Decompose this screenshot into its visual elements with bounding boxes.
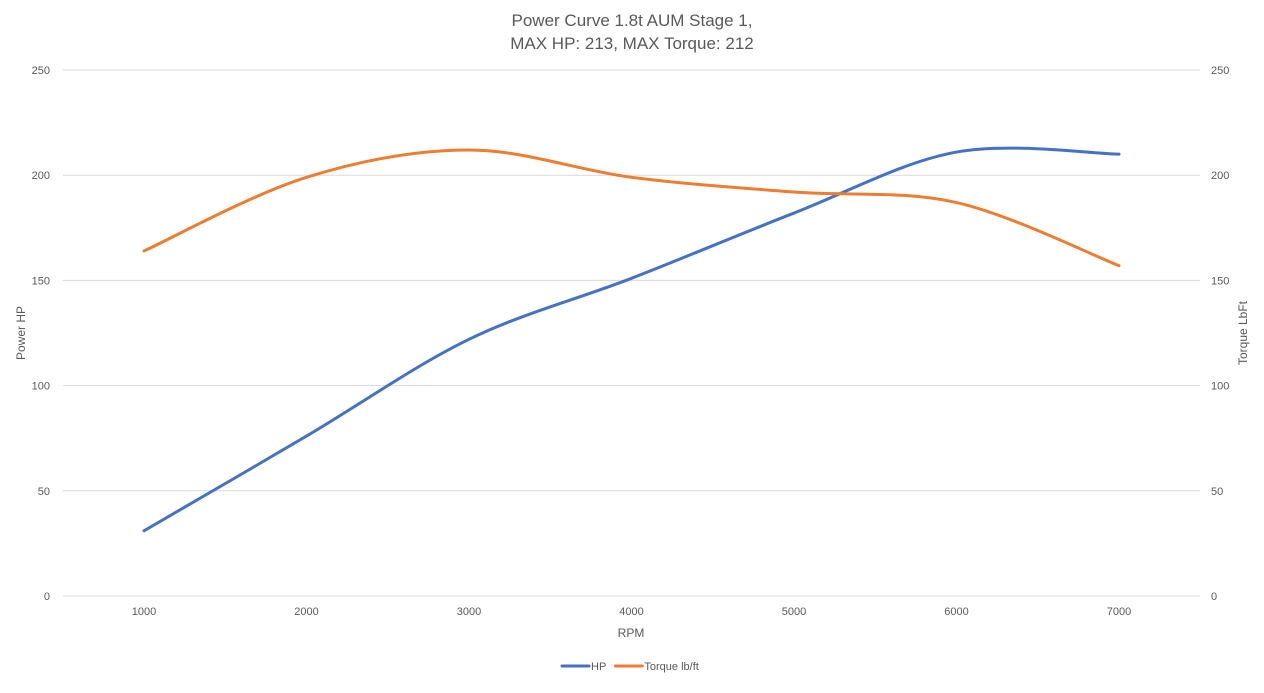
series-line-hp bbox=[142, 146, 1121, 533]
left-y-tick-label: 250 bbox=[32, 65, 50, 77]
left-y-axis-title: Power HP bbox=[14, 306, 28, 360]
right-y-tick-label: 200 bbox=[1211, 170, 1229, 182]
x-tick-label: 1000 bbox=[132, 606, 156, 618]
x-tick-label: 7000 bbox=[1107, 606, 1131, 618]
tick-labels: 0 0 50 50 100 100 150 150 200 200 250 250 1000 2000 30… bbox=[32, 65, 1230, 618]
x-tick-label: 4000 bbox=[619, 606, 643, 618]
legend-label: Torque lb/ft bbox=[644, 661, 698, 673]
x-tick-label: 6000 bbox=[944, 606, 968, 618]
legend-label: HP bbox=[591, 661, 606, 673]
x-axis-title: RPM bbox=[618, 626, 645, 640]
left-y-tick-label: 200 bbox=[32, 170, 50, 182]
left-y-tick-label: 100 bbox=[32, 381, 50, 393]
chart-title-line-1: Power Curve 1.8t AUM Stage 1, bbox=[512, 11, 753, 30]
left-y-tick-label: 150 bbox=[32, 275, 50, 287]
x-tick-label: 2000 bbox=[294, 606, 318, 618]
left-y-tick-label: 0 bbox=[44, 591, 50, 603]
right-y-tick-label: 100 bbox=[1211, 381, 1229, 393]
right-y-tick-label: 250 bbox=[1211, 65, 1229, 77]
x-tick-label: 3000 bbox=[457, 606, 481, 618]
series-line-torque-lb-ft bbox=[142, 148, 1121, 268]
series-lines bbox=[142, 146, 1121, 533]
gridlines bbox=[63, 69, 1200, 597]
chart-title-line-2: MAX HP: 213, MAX Torque: 212 bbox=[510, 34, 753, 53]
x-tick-label: 5000 bbox=[782, 606, 806, 618]
right-y-tick-label: 150 bbox=[1211, 275, 1229, 287]
legend: HP Torque lb/ft bbox=[560, 661, 699, 673]
left-y-tick-label: 50 bbox=[38, 486, 50, 498]
right-y-tick-label: 0 bbox=[1211, 591, 1217, 603]
right-y-axis-title: Torque LbFt bbox=[1236, 300, 1250, 365]
right-y-tick-label: 50 bbox=[1211, 486, 1223, 498]
